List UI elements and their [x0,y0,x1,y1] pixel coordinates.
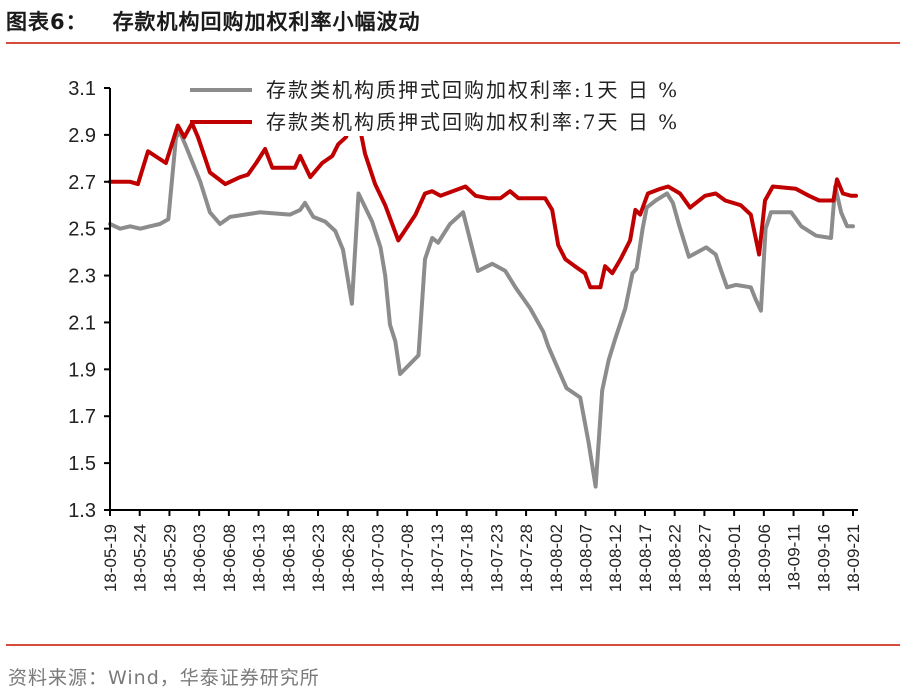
legend-item-bg [262,74,802,104]
y-tick-label: 2.7 [68,172,96,194]
bottom-divider [6,644,900,646]
x-tick-label: 18-08-17 [636,524,655,592]
x-tick-label: 18-07-03 [368,524,387,592]
figure-title-text: 存款机构回购加权利率小幅波动 [112,10,421,34]
series-7d-line [108,107,858,290]
x-tick-label: 18-05-29 [160,524,179,592]
x-tick-label: 18-09-01 [725,524,744,592]
y-tick-label: 2.9 [68,125,96,147]
y-tick-label: 2.3 [68,266,96,288]
top-divider [6,42,900,44]
series-layer [108,107,858,489]
figure-label: 图表6： [6,10,88,34]
x-tick-label: 18-05-24 [131,524,150,592]
x-tick-label: 18-08-12 [606,524,625,592]
x-tick-label: 18-07-23 [487,524,506,592]
x-tick-label: 18-09-16 [814,524,833,592]
series-1d-line [108,130,855,489]
x-tick-label: 18-07-08 [398,524,417,592]
x-tick-label: 18-06-13 [250,524,269,592]
y-tick-label: 2.5 [68,219,96,241]
x-tick-label: 18-06-18 [279,524,298,592]
x-tick-label: 18-08-22 [666,524,685,592]
legend-label: 存款类机构质押式回购加权利率:1天 日 % [266,78,679,102]
x-tick-label: 18-07-28 [517,524,536,592]
x-tick-label: 18-09-21 [844,524,863,592]
x-tick-label: 18-09-11 [785,524,804,591]
x-tick-label: 18-07-18 [458,524,477,592]
x-tick-label: 18-05-19 [101,524,120,592]
y-tick-label: 1.3 [68,500,96,522]
legend-item-bg [262,106,802,136]
x-tick-label: 18-06-08 [220,524,239,592]
line-chart: 3.1 2.9 2.7 2.5 2.3 2.1 1.9 1.7 1.5 1.3 18-05-19 18… [68,74,863,593]
legend: 存款类机构质押式回购加权利率:1天 日 % 存款类机构质押式回购加权利率:7天 日… [190,74,802,136]
x-tick-label: 18-08-27 [695,524,714,592]
x-tick-label: 18-06-28 [339,524,358,592]
x-tick-label: 18-09-06 [755,524,774,592]
figure-title: 图表6： 存款机构回购加权利率小幅波动 [6,6,421,36]
y-tick-label: 3.1 [68,78,96,100]
source-note: 资料来源：Wind，华泰证券研究所 [8,667,320,689]
legend-label: 存款类机构质押式回购加权利率:7天 日 % [266,110,679,134]
y-tick-label: 1.7 [68,406,96,428]
x-tick-label: 18-08-07 [577,524,596,592]
y-tick-label: 1.9 [68,359,96,381]
x-tick-label: 18-06-03 [190,524,209,592]
x-tick-label: 18-07-13 [428,524,447,592]
x-tick-label: 18-08-02 [547,524,566,592]
x-tick-label: 18-06-23 [309,524,328,592]
axes: 3.1 2.9 2.7 2.5 2.3 2.1 1.9 1.7 1.5 1.3 18-05-19 18… [68,78,863,592]
y-tick-label: 1.5 [68,453,96,475]
y-tick-label: 2.1 [68,312,96,334]
